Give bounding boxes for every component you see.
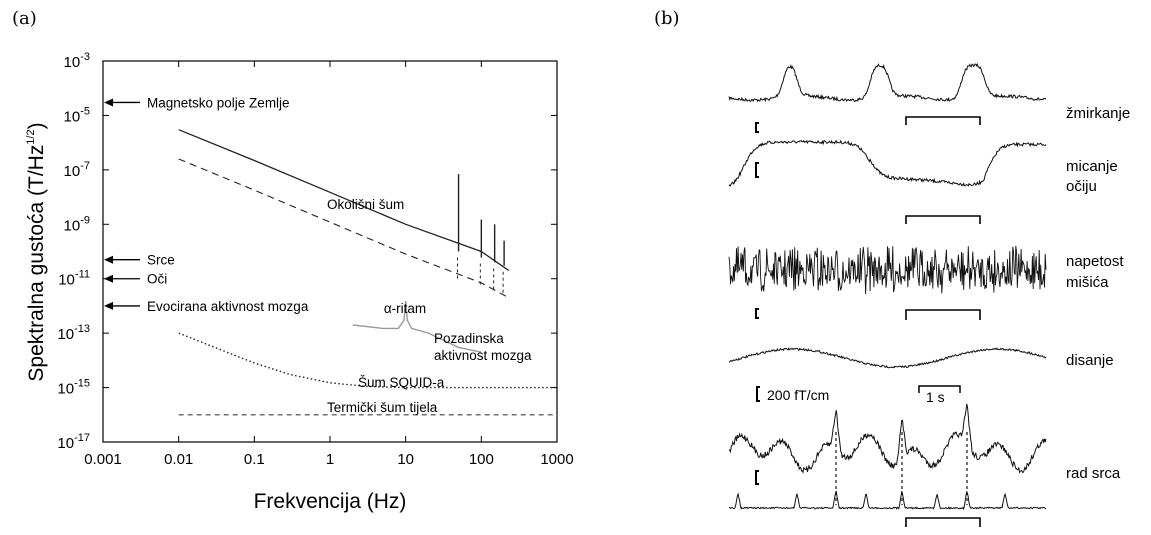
time-scale-label: 1 s [926, 389, 945, 405]
reference-label: Magnetsko polje Zemlje [147, 95, 290, 110]
y-tick-exponent: -7 [80, 160, 90, 172]
alpha-rhythm-label: α-ritam [384, 301, 426, 316]
y-tick-base: 10 [58, 272, 75, 289]
trace-heart-ecg [728, 490, 1047, 511]
y-axis-title-close: ) [25, 122, 48, 129]
trace-heart-mcg [728, 403, 1047, 474]
label-heart: rad srca [1066, 465, 1121, 482]
reference-arrowhead [104, 274, 113, 283]
y-axis-title-main: Spektralna gustoća (T/Hz [25, 145, 48, 382]
time-bracket [905, 517, 981, 527]
axis-ticks [102, 60, 558, 443]
series-line-ambient [178, 129, 510, 272]
y-tick-label: 10-11 [58, 269, 90, 289]
signal-traces-panel: žmirkanje micanje očiju napetost mišića … [728, 62, 1130, 527]
y-tick-base: 10 [64, 54, 81, 71]
y-tick-base: 10 [64, 217, 81, 234]
amplitude-bracket [755, 162, 759, 178]
y-axis-title-exponent: 1/2 [25, 129, 37, 144]
amplitude-bracket [755, 122, 759, 133]
y-tick-base: 10 [57, 435, 74, 452]
spectral-density-chart: 0.001 0.01 0.1 1 10 100 1000 10-310-510-710-91… [25, 51, 574, 513]
plot-frame [102, 60, 558, 443]
y-tick-base: 10 [64, 108, 81, 125]
y-tick-base: 10 [64, 163, 81, 180]
series-line-squid [178, 332, 557, 389]
x-tick-label: 0.001 [84, 451, 122, 468]
y-tick-label: 10-7 [64, 160, 90, 180]
time-bracket [905, 215, 981, 224]
x-tick-label: 0.01 [164, 451, 193, 468]
reference-arrowhead [104, 98, 113, 107]
y-tick-label: 10-9 [64, 214, 90, 234]
noise-series [178, 129, 557, 416]
panel-b-label: (b) [654, 8, 680, 29]
y-axis-title: Spektralna gustoća (T/Hz1/2) [25, 122, 48, 381]
reference-label: Evocirana aktivnost mozga [147, 299, 309, 314]
x-tick-label: 10 [397, 451, 414, 468]
label-eye-movement-1: micanje [1066, 158, 1118, 175]
x-tick-label: 1 [326, 451, 334, 468]
squid-noise-label: Šum SQUID-a [358, 375, 445, 390]
time-brackets [755, 116, 981, 527]
brain-activity-label-1: Pozadinska [434, 331, 504, 346]
y-tick-exponent: -17 [74, 432, 90, 444]
reference-levels: Magnetsko polje Zemlje Srce Oči Evocirana a… [104, 95, 309, 314]
brain-activity-label-2: aktivnost mozga [434, 348, 532, 363]
y-tick-exponent: -13 [74, 323, 90, 335]
reference-arrowhead [104, 255, 113, 264]
panel-a-label: (a) [12, 8, 37, 29]
y-tick-label: 10-5 [64, 105, 90, 125]
x-tick-label: 100 [469, 451, 494, 468]
time-scale-bar [918, 385, 961, 393]
thermal-noise-label: Termički šum tijela [327, 400, 438, 415]
y-tick-exponent: -5 [80, 105, 90, 117]
x-tick-label: 1000 [540, 451, 573, 468]
y-tick-label: 10-17 [57, 432, 90, 452]
series-line-brain [352, 301, 482, 353]
y-tick-base: 10 [57, 326, 74, 343]
amplitude-scale-bar [756, 386, 760, 402]
reference-label: Oči [147, 272, 167, 287]
label-breathing: disanje [1066, 352, 1114, 369]
label-blinking: žmirkanje [1066, 105, 1130, 122]
label-muscle-2: mišića [1066, 274, 1109, 291]
y-tick-label: 10-15 [57, 378, 90, 398]
y-tick-label: 10-3 [64, 51, 90, 71]
x-tick-label: 0.1 [244, 451, 265, 468]
trace-blinking [728, 62, 1047, 103]
reference-arrowhead [104, 301, 113, 310]
y-tick-exponent: -15 [74, 378, 90, 390]
powerline-spikes [457, 174, 505, 296]
amplitude-scale-label: 200 fT/cm [767, 387, 829, 403]
amplitude-bracket [755, 308, 759, 319]
label-muscle-1: napetost [1066, 253, 1124, 270]
time-bracket [905, 309, 981, 320]
x-tick-labels: 0.001 0.01 0.1 1 10 100 1000 [84, 451, 573, 468]
label-eye-movement-2: očiju [1066, 178, 1097, 195]
y-tick-exponent: -3 [80, 51, 90, 63]
time-bracket [905, 116, 981, 125]
y-tick-base: 10 [57, 381, 74, 398]
y-tick-exponent: -11 [75, 269, 90, 281]
trace-muscle [728, 245, 1047, 295]
series-line-shielded [178, 158, 509, 299]
reference-label: Srce [147, 253, 175, 268]
traces [728, 62, 1047, 511]
trace-breathing [728, 347, 1047, 369]
y-tick-label: 10-13 [57, 323, 90, 343]
trace-eye-movement [728, 139, 1047, 187]
amplitude-bracket [755, 470, 759, 485]
y-tick-exponent: -9 [80, 214, 90, 226]
ambient-noise-label: Okolišni šum [327, 197, 404, 212]
x-axis-title: Frekvencija (Hz) [254, 490, 407, 513]
